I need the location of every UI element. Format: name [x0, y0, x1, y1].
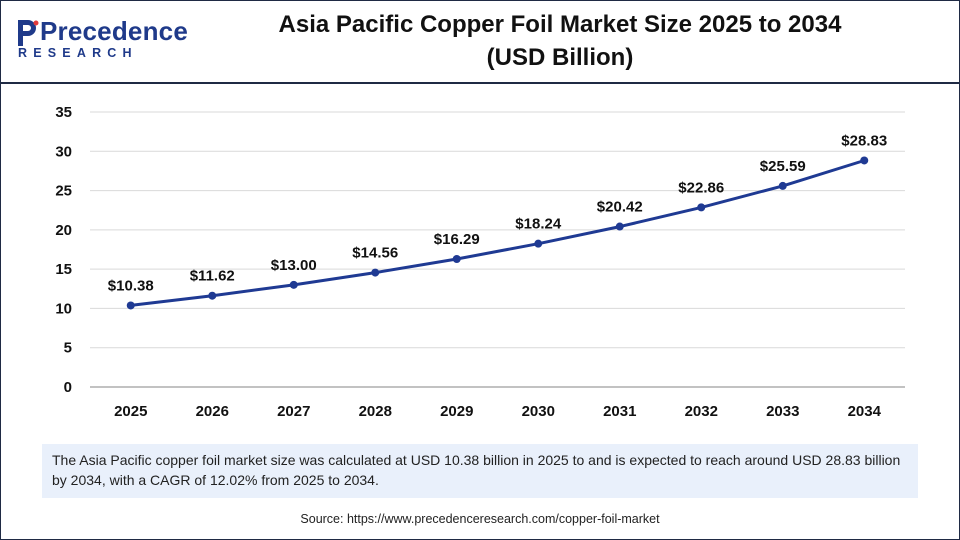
series-line — [130, 159, 865, 307]
data-point — [534, 239, 543, 248]
y-tick-label: 25 — [55, 183, 72, 200]
data-label: $25.59 — [760, 158, 806, 175]
brand-logo: Precedence RESEARCH — [14, 14, 188, 64]
y-tick-label: 10 — [55, 300, 72, 317]
logo-icon — [18, 20, 39, 46]
summary-note: The Asia Pacific copper foil market size… — [42, 444, 918, 498]
data-point — [697, 203, 706, 212]
x-tick-label: 2032 — [685, 403, 718, 420]
y-tick-label: 20 — [55, 222, 72, 239]
x-tick-label: 2027 — [277, 403, 310, 420]
source-line: Source: https://www.precedenceresearch.c… — [300, 512, 660, 526]
data-label: $20.42 — [597, 199, 643, 216]
x-tick-label: 2025 — [114, 403, 147, 420]
data-point — [778, 181, 787, 190]
y-tick-label: 30 — [55, 143, 72, 160]
x-tick-label: 2031 — [603, 403, 636, 420]
y-tick-label: 5 — [64, 340, 72, 357]
x-tick-label: 2030 — [522, 403, 555, 420]
data-point — [615, 222, 624, 231]
chart-title-line1: Asia Pacific Copper Foil Market Size 202… — [278, 11, 842, 38]
brand-sub: RESEARCH — [18, 46, 138, 60]
data-label: $16.29 — [434, 231, 480, 248]
data-label: $10.38 — [108, 277, 154, 294]
y-tick-label: 0 — [64, 379, 72, 396]
data-label: $14.56 — [352, 245, 398, 262]
grid-lines — [90, 111, 905, 349]
data-point — [371, 268, 380, 277]
data-point — [860, 156, 869, 165]
chart-title: Asia Pacific Copper Foil Market Size 202… — [230, 8, 890, 74]
y-tick-label: 15 — [55, 261, 72, 278]
data-point — [208, 291, 217, 300]
data-label: $13.00 — [271, 257, 317, 274]
data-point — [452, 255, 461, 264]
y-tick-label: 35 — [55, 104, 72, 121]
data-label: $18.24 — [515, 216, 562, 233]
chart-title-line2: (USD Billion) — [486, 44, 634, 71]
data-label: $28.83 — [841, 132, 887, 149]
y-tick-labels: 0 5 10 15 20 25 30 35 — [55, 104, 72, 396]
x-tick-label: 2034 — [848, 403, 882, 420]
brand-name: Precedence — [40, 16, 188, 46]
x-tick-labels: 2025 2026 2027 2028 2029 2030 2031 2032 2033 2034 — [114, 403, 882, 420]
series-line-path — [130, 159, 865, 307]
data-point — [289, 280, 298, 289]
series-points — [126, 156, 869, 310]
x-tick-label: 2033 — [766, 403, 799, 420]
header: Precedence RESEARCH Asia Pacific Copper … — [0, 0, 960, 84]
x-tick-label: 2029 — [440, 403, 473, 420]
data-point — [126, 301, 135, 310]
data-label: $22.86 — [678, 179, 724, 196]
x-tick-label: 2028 — [359, 403, 392, 420]
data-labels: $10.38 $11.62 $13.00 $14.56 $16.29 $18.24 $20.… — [108, 132, 887, 294]
data-label: $11.62 — [190, 268, 235, 285]
x-tick-label: 2026 — [196, 403, 229, 420]
